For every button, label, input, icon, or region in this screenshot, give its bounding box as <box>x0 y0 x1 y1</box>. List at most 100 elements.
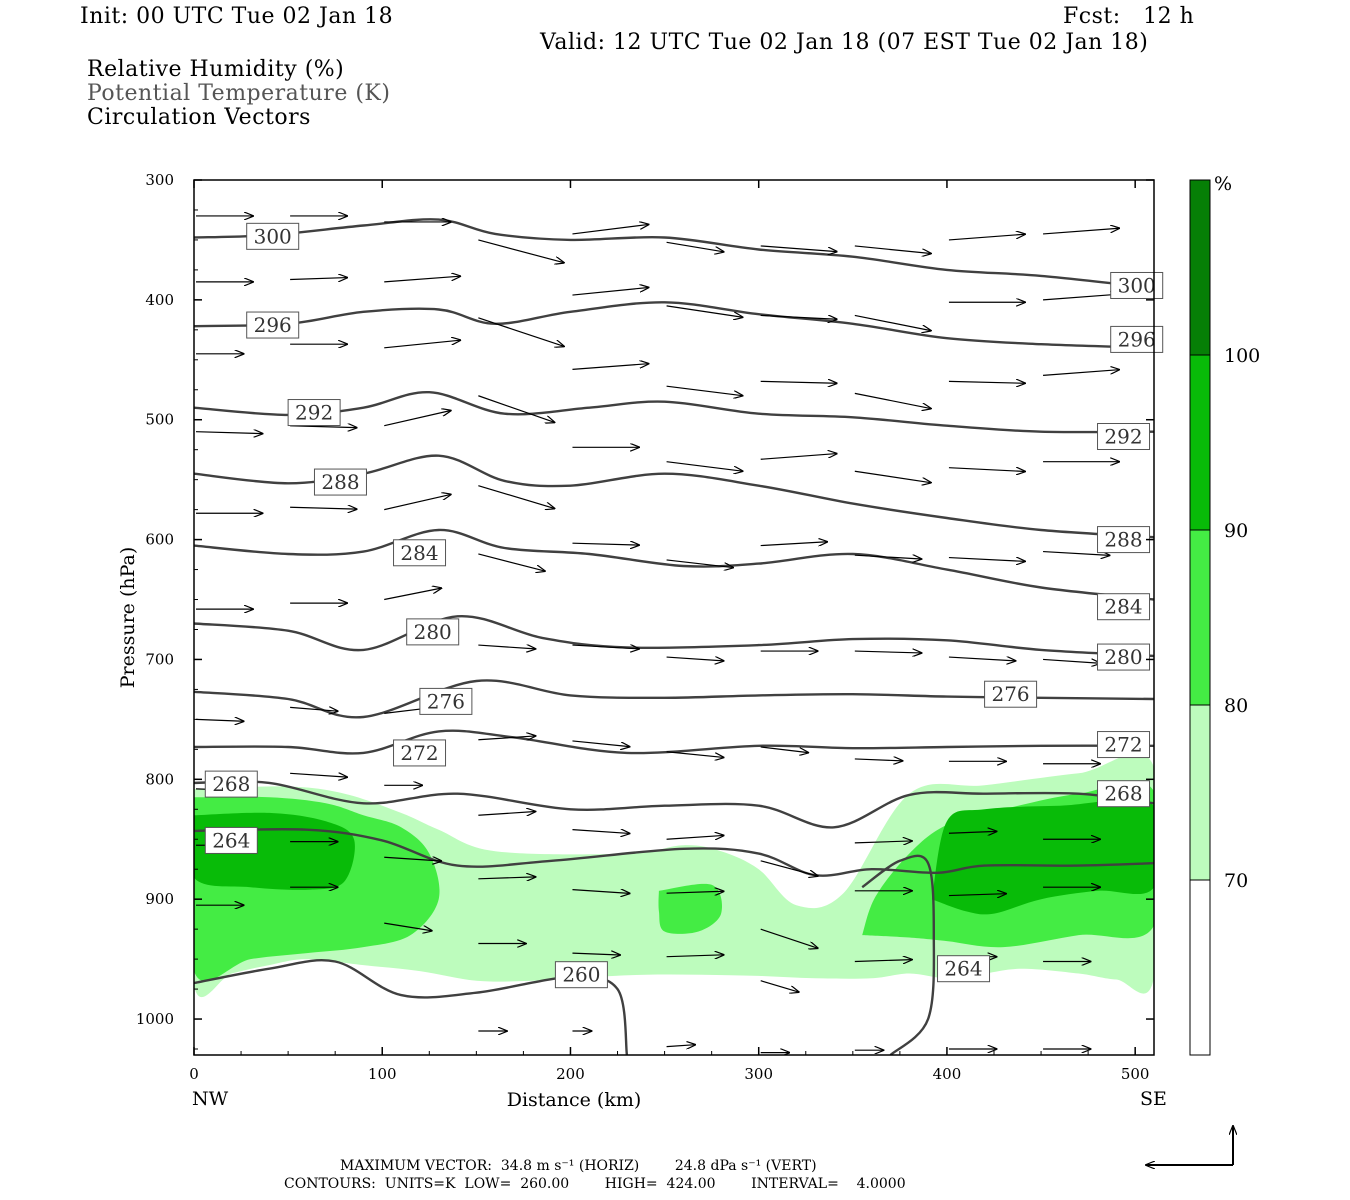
contour-label-text: 300 <box>254 224 292 248</box>
contour-label: 268 <box>204 770 258 798</box>
contour-label-box <box>393 539 447 567</box>
theta-contour-276 <box>194 679 1154 719</box>
theta-contour-300 <box>194 218 1154 290</box>
colorbar-label: 70 <box>1224 870 1248 892</box>
contour-label-box <box>1097 593 1151 621</box>
contour-label-text: 296 <box>1118 327 1156 351</box>
circulation-vector <box>384 588 441 601</box>
contour-label-text: 268 <box>1104 782 1142 806</box>
circulation-vector <box>948 558 1025 562</box>
contour-label-text: 276 <box>427 689 465 713</box>
contour-label-text: 264 <box>944 957 982 981</box>
circulation-vector <box>1043 228 1119 235</box>
circulation-vector <box>384 857 441 861</box>
contour-label-text: 264 <box>212 828 250 852</box>
circulation-vector <box>478 317 564 347</box>
contour-label-text: 276 <box>991 682 1029 706</box>
circulation-vector <box>384 340 460 349</box>
circulation-vector <box>1043 552 1110 556</box>
contour-label: 272 <box>393 739 447 767</box>
circulation-vector <box>572 740 629 747</box>
circulation-vector <box>854 651 922 653</box>
circulation-vector <box>854 555 922 559</box>
circulation-vector <box>666 461 743 472</box>
contour-label-box <box>1097 526 1151 554</box>
contour-label: 288 <box>1097 526 1151 554</box>
contour-label-box <box>393 739 447 767</box>
circulation-vector <box>572 890 629 894</box>
circulation-vector <box>854 245 931 254</box>
colorbar-label: 90 <box>1224 520 1248 542</box>
contour-label-box <box>204 826 258 854</box>
contour-label-box <box>984 680 1038 708</box>
contour-label-box <box>1097 780 1151 808</box>
colorbar-segment <box>1190 180 1210 355</box>
circulation-vector <box>478 239 564 263</box>
contour-label: 300 <box>1110 271 1164 299</box>
circulation-vector <box>572 543 639 545</box>
contour-label-box <box>246 311 300 339</box>
contour-label: 296 <box>246 311 300 339</box>
circulation-vector <box>666 657 724 661</box>
circulation-vector <box>572 953 620 955</box>
y-tick-label: 500 <box>145 411 174 429</box>
contour-label-text: 272 <box>1104 733 1142 757</box>
reference-vector-key <box>1146 1126 1233 1165</box>
circulation-vector <box>290 278 347 280</box>
y-tick-label: 800 <box>145 770 174 788</box>
contour-label-text: 300 <box>1118 273 1156 297</box>
x-tick-label: 200 <box>556 1065 585 1083</box>
theta-contour-284 <box>194 528 1154 601</box>
contour-label: 260 <box>554 961 608 989</box>
contour-label: 280 <box>406 618 460 646</box>
contour-label: 296 <box>1110 325 1164 353</box>
rh-region-80 <box>658 883 723 934</box>
circulation-vector <box>760 315 837 319</box>
circulation-vector <box>854 960 912 962</box>
init-time: Init: 00 UTC Tue 02 Jan 18 <box>80 4 394 29</box>
y-tick-label: 1000 <box>136 1010 174 1028</box>
contour-label-box <box>554 961 608 989</box>
legend-circulation-vectors: Circulation Vectors <box>87 105 311 130</box>
contour-label-box <box>1097 731 1151 759</box>
x-tick-label: 500 <box>1121 1065 1150 1083</box>
contour-label-text: 284 <box>1104 595 1142 619</box>
contour-label-text: 272 <box>400 741 438 765</box>
y-axis-label: Pressure (hPa) <box>117 547 139 689</box>
circulation-vector <box>666 559 734 568</box>
circulation-vector <box>760 542 828 546</box>
circulation-vector <box>948 381 1025 383</box>
circulation-vector <box>384 494 451 511</box>
y-tick-label: 700 <box>145 650 174 668</box>
circulation-vector <box>666 835 724 839</box>
theta-contour-268 <box>194 780 1154 829</box>
circulation-vector <box>854 841 912 843</box>
circulation-vector <box>666 891 724 893</box>
colorbar-frame <box>1189 179 1211 1056</box>
circulation-vector <box>666 1045 696 1047</box>
contour-label-box <box>419 687 473 715</box>
circulation-vector <box>478 877 535 879</box>
circulation-vector <box>572 287 648 296</box>
theta-contour-288 <box>194 454 1154 539</box>
contour-label-box <box>1097 423 1151 451</box>
max-vector-caption: MAXIMUM VECTOR: 34.8 m s⁻¹ (HORIZ) 24.8 … <box>340 1158 817 1174</box>
contour-label-text: 296 <box>254 313 292 337</box>
circulation-vector <box>195 719 244 721</box>
circulation-vector <box>948 468 1025 472</box>
x-axis-label: Distance (km) <box>507 1089 642 1111</box>
contour-label: 288 <box>313 468 367 496</box>
theta-contour-272 <box>194 729 1154 755</box>
circulation-vector <box>384 922 432 931</box>
colorbar-segment <box>1190 530 1210 705</box>
y-tick-label: 600 <box>145 531 174 549</box>
circulation-vector <box>760 928 818 948</box>
circulation-vector <box>290 707 338 711</box>
se-endpoint-label: SE <box>1140 1088 1167 1110</box>
colorbar-segment <box>1190 355 1210 530</box>
theta-contour-260 <box>194 959 629 1055</box>
theta-contour-264 <box>861 854 936 1055</box>
contour-label-text: 292 <box>1104 425 1142 449</box>
legend-relative-humidity: Relative Humidity (%) <box>87 57 345 82</box>
